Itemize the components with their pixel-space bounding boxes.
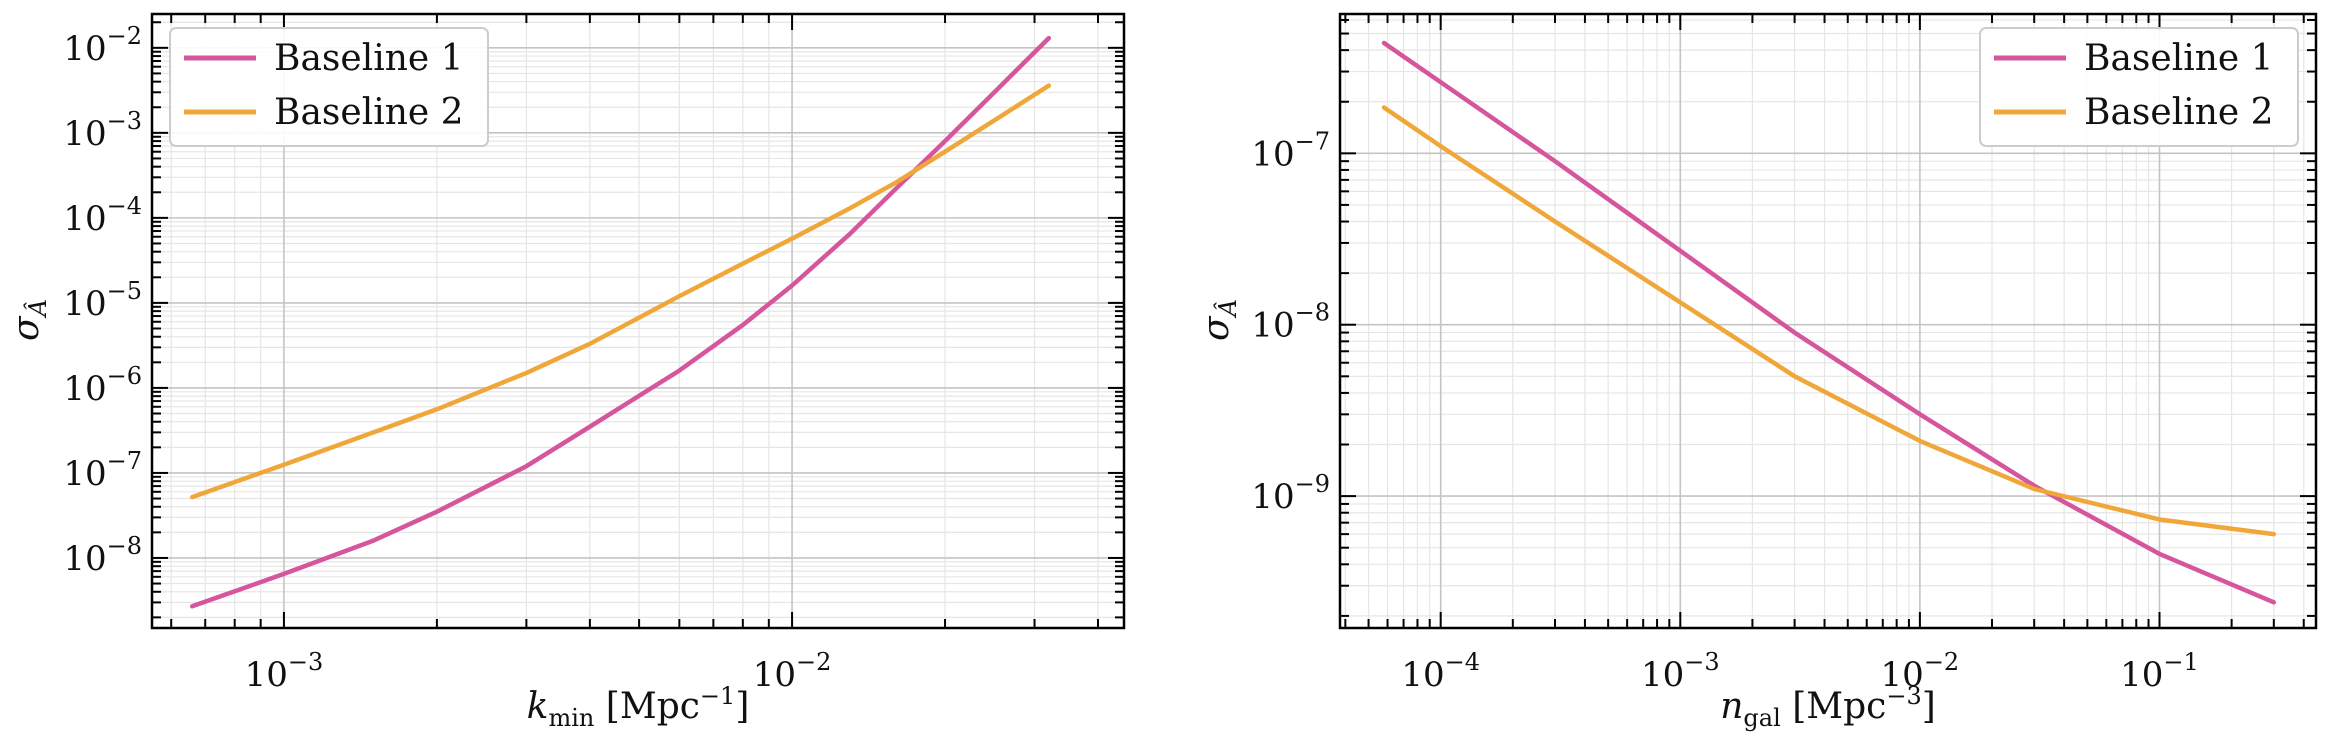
- left-y-axis-subscript: Â: [23, 299, 52, 318]
- right-ticks: [1340, 14, 2316, 628]
- right-x-axis-subscript: gal: [1743, 704, 1780, 732]
- left-series-layer: [189, 35, 1052, 609]
- left-y-tick-label: 10−2: [63, 22, 142, 69]
- right-series-layer: [1381, 40, 2277, 605]
- left-y-tick-label: 10−8: [63, 532, 142, 579]
- left-y-axis-symbol: σ: [6, 315, 47, 341]
- right-y-axis-subscript: Â: [1213, 299, 1242, 318]
- right-x-tick-label: 10−3: [1641, 648, 1720, 695]
- right-y-axis-symbol: σ: [1196, 315, 1237, 341]
- left-x-axis-subscript: min: [548, 704, 594, 732]
- right-plot-frame: [1338, 12, 2318, 630]
- right-legend-label-baseline-1: Baseline 1: [2084, 38, 2274, 79]
- right-y-axis-label: σÂ: [1196, 299, 1242, 341]
- right-legend: Baseline 1 Baseline 2: [1979, 27, 2299, 147]
- left-y-tick-label: 10−5: [63, 277, 142, 324]
- right-x-tick-label: 10−4: [1401, 648, 1480, 695]
- left-legend-label-baseline-1: Baseline 1: [274, 38, 464, 79]
- left-x-axis-unit: [Mpc: [606, 686, 700, 727]
- right-x-tick-label: 10−1: [2120, 648, 2199, 695]
- left-y-tick-label: 10−4: [63, 192, 142, 239]
- right-x-axis-unit-exponent: −3: [1886, 682, 1921, 710]
- left-y-tick-label: 10−6: [63, 362, 142, 409]
- right-x-axis-unit-close: ]: [1922, 686, 1936, 727]
- right-legend-label-baseline-2: Baseline 2: [2084, 92, 2274, 133]
- left-legend-label-baseline-2: Baseline 2: [274, 92, 464, 133]
- right-major-grid: [1340, 14, 2316, 628]
- left-tick-labels: 10−3 10−2 10−8 10−7 10−6 10−5 10−4 10−3 10−2: [63, 22, 831, 695]
- right-x-axis-unit: [Mpc: [1792, 686, 1886, 727]
- left-chart-panel: 10−3 10−2 10−8 10−7 10−6 10−5 10−4 10−3 10−2 kmi…: [6, 12, 1126, 732]
- right-x-tick-label: 10−2: [1881, 648, 1960, 695]
- left-series-line-baseline-2: [189, 83, 1052, 500]
- left-x-tick-label: 10−3: [245, 648, 324, 695]
- right-y-tick-label: 10−8: [1251, 299, 1330, 346]
- left-y-tick-label: 10−7: [63, 447, 142, 494]
- right-x-axis-label: ngal [Mpc−3]: [1720, 682, 1936, 732]
- left-y-axis-label: σÂ: [6, 299, 52, 341]
- right-y-tick-label: 10−9: [1251, 470, 1330, 517]
- right-series-line-baseline-1: [1381, 40, 2277, 605]
- left-x-axis-label: kmin [Mpc−1]: [527, 682, 750, 732]
- right-chart-panel: 10−4 10−3 10−2 10−1 10−9 10−8 10−7 ngal [Mpc−3…: [1196, 12, 2318, 732]
- left-legend: Baseline 1 Baseline 2: [169, 27, 489, 147]
- right-y-tick-label: 10−7: [1251, 127, 1330, 174]
- right-tick-labels: 10−4 10−3 10−2 10−1 10−9 10−8 10−7: [1251, 127, 2198, 695]
- left-x-tick-label: 10−2: [753, 648, 832, 695]
- left-x-axis-unit-close: ]: [735, 686, 749, 727]
- right-series-line-baseline-2: [1381, 105, 2277, 537]
- right-x-axis-symbol: n: [1720, 686, 1743, 727]
- left-x-axis-symbol: k: [527, 686, 549, 727]
- left-x-axis-unit-exponent: −1: [700, 682, 735, 710]
- left-ticks: [152, 14, 1124, 628]
- left-y-tick-label: 10−3: [63, 107, 142, 154]
- left-series-line-baseline-1: [189, 35, 1052, 609]
